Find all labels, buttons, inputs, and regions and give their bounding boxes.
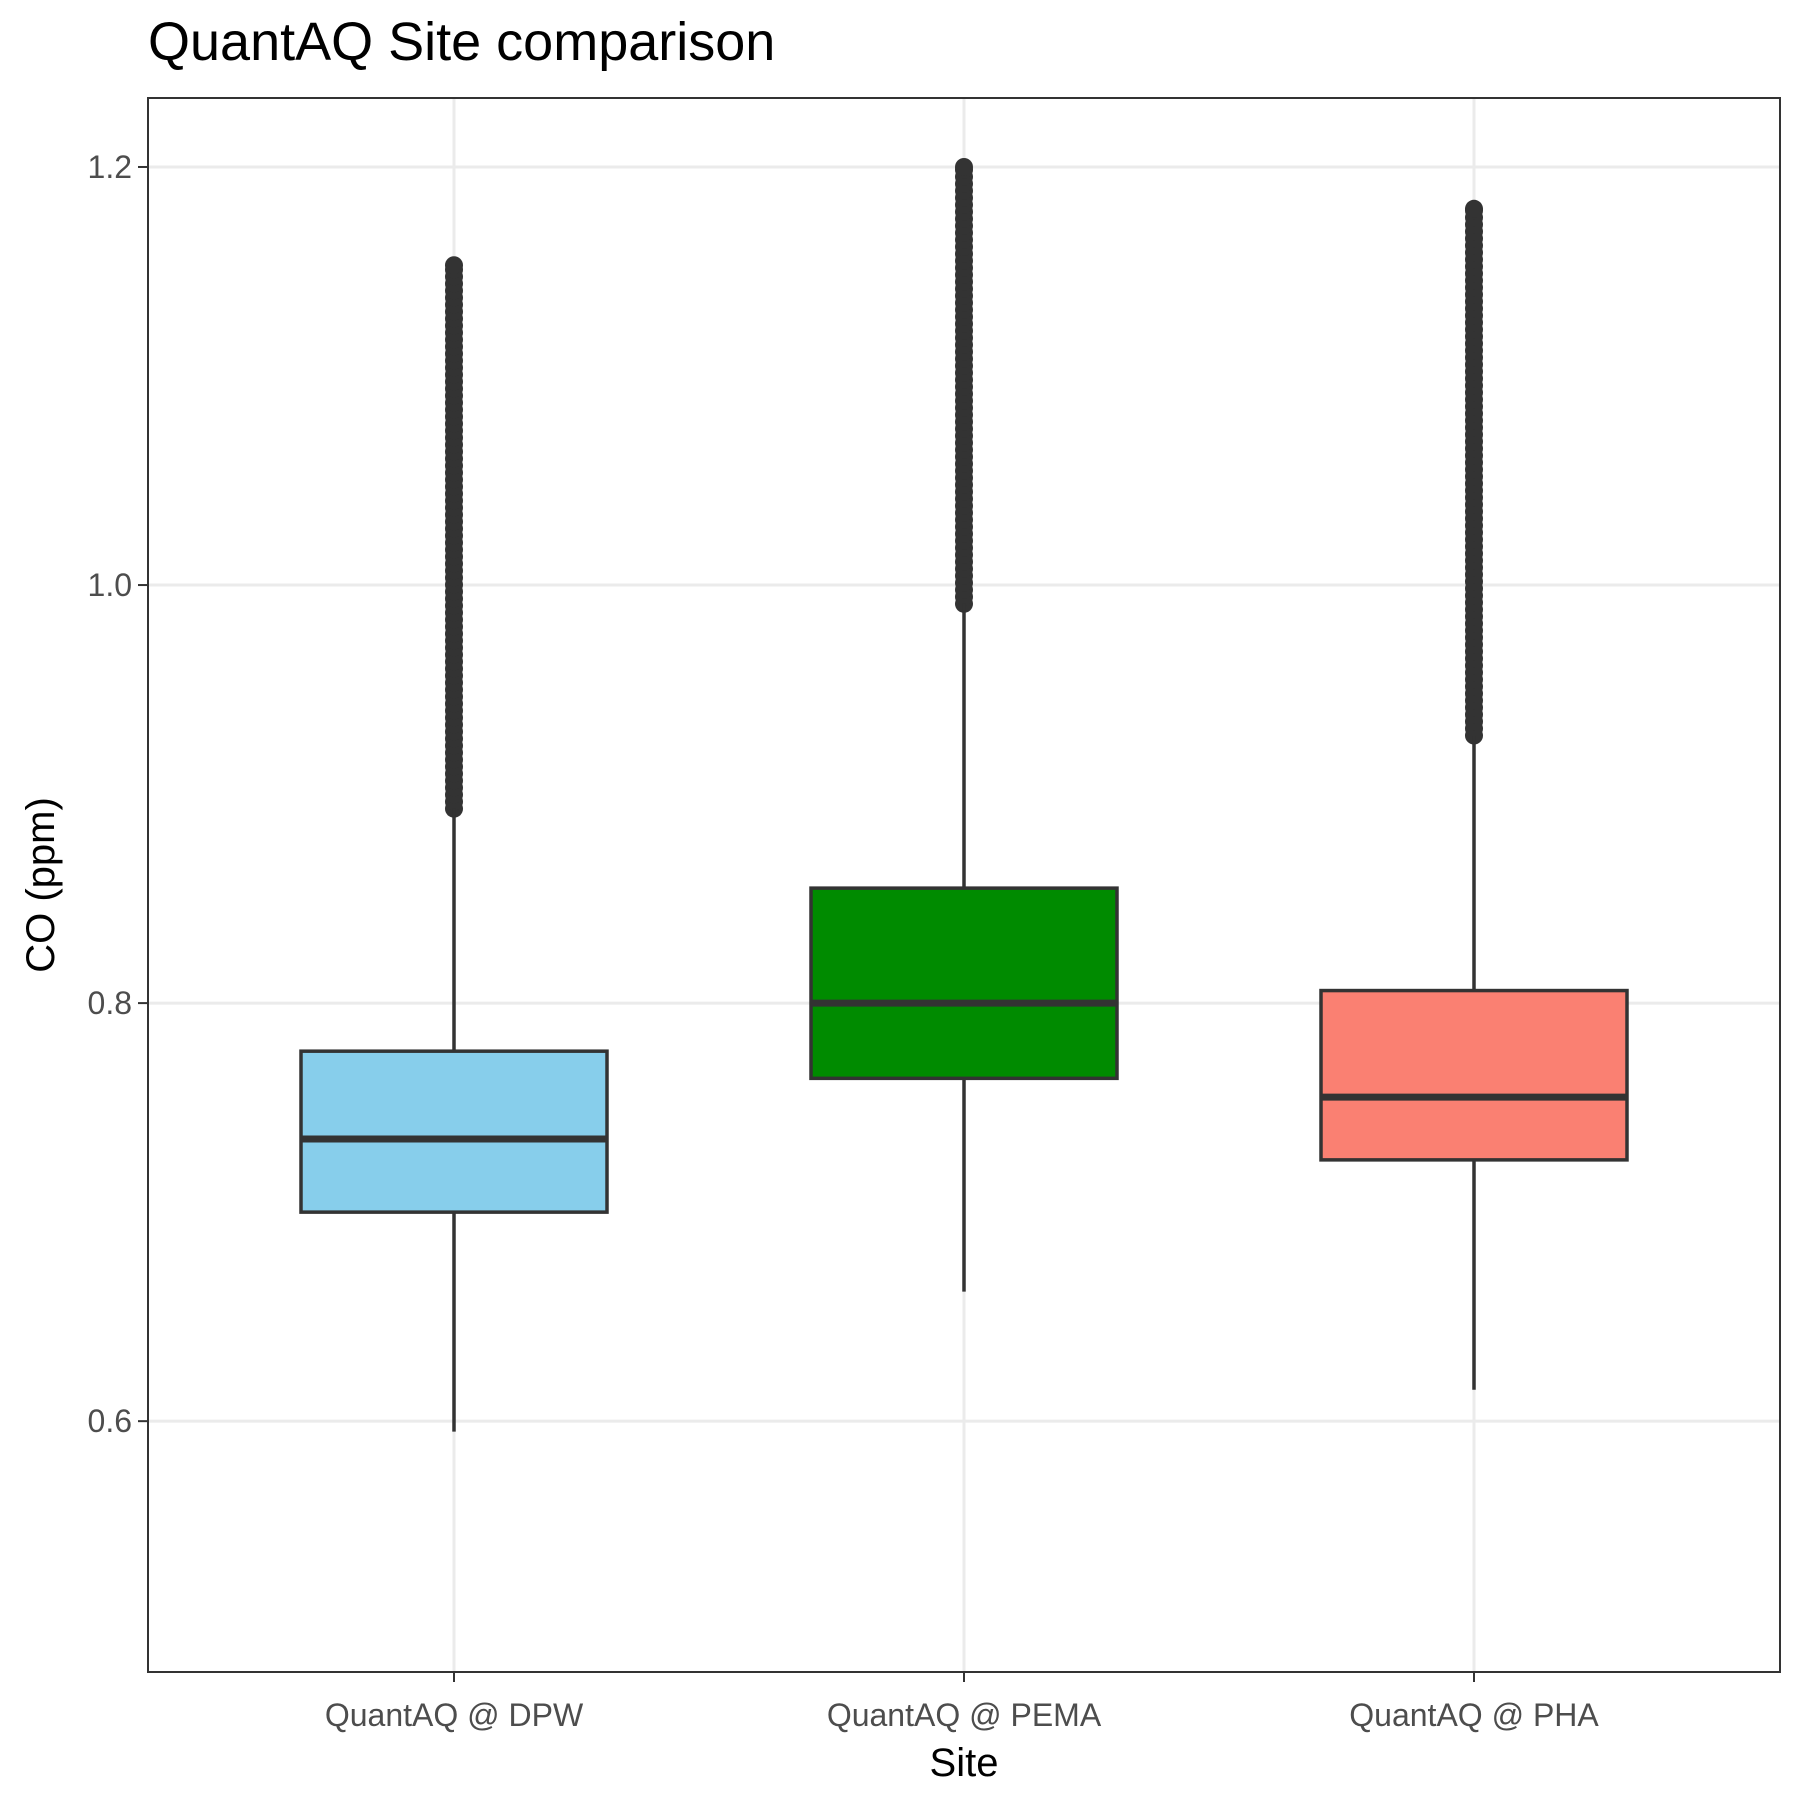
outlier-point xyxy=(955,157,973,176)
x-tick-label: QuantAQ @ PEMA xyxy=(827,1697,1102,1733)
box-iqr xyxy=(299,1049,609,1214)
y-tick-label: 1.0 xyxy=(88,567,132,603)
box-iqr xyxy=(809,886,1119,1081)
x-axis-title: Site xyxy=(930,1741,999,1785)
boxes xyxy=(299,157,1629,1432)
box-iqr xyxy=(1319,988,1629,1162)
outlier-point xyxy=(445,256,463,275)
y-tick-label: 1.2 xyxy=(88,149,132,185)
box-group xyxy=(1319,199,1629,1390)
x-axis: QuantAQ @ DPW QuantAQ @ PEMA QuantAQ @ PHA xyxy=(325,1672,1599,1733)
y-tick-label: 0.8 xyxy=(88,985,132,1021)
x-tick-label: QuantAQ @ PHA xyxy=(1349,1697,1599,1733)
box-group xyxy=(809,157,1119,1292)
y-axis-title: CO (ppm) xyxy=(19,797,63,973)
outlier-point xyxy=(1465,199,1483,218)
y-axis: 0.6 0.8 1.0 1.2 xyxy=(88,149,148,1439)
chart-title: QuantAQ Site comparison xyxy=(148,12,775,72)
y-tick-label: 0.6 xyxy=(88,1403,132,1439)
box-group xyxy=(299,256,609,1432)
x-tick-label: QuantAQ @ DPW xyxy=(325,1697,584,1733)
